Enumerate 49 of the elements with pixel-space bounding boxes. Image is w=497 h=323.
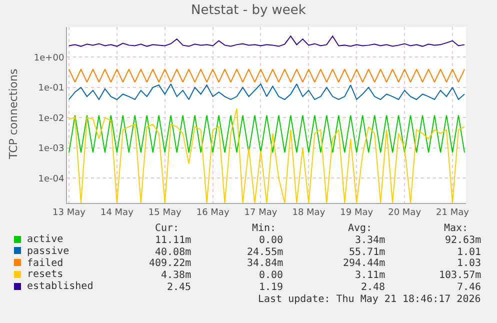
text: 294.44m bbox=[343, 258, 386, 269]
text: 2.45 bbox=[167, 282, 192, 293]
text: 3.34m bbox=[355, 235, 386, 246]
text: 0.00 bbox=[259, 235, 284, 246]
text: Max: bbox=[444, 223, 468, 234]
text: Cur: bbox=[155, 223, 180, 234]
x-tick-label: 14 May bbox=[100, 208, 134, 218]
legend-label: passive bbox=[27, 246, 70, 257]
text: 24.55m bbox=[247, 247, 284, 258]
x-tick-label: 16 May bbox=[196, 208, 230, 218]
text: 1.03 bbox=[457, 258, 482, 269]
text: 7.46 bbox=[457, 282, 482, 293]
chart-title: Netstat - by week bbox=[191, 3, 306, 18]
x-tick-label: 15 May bbox=[148, 208, 182, 218]
x-tick-label: 19 May bbox=[340, 208, 374, 218]
legend-label: failed bbox=[27, 258, 64, 269]
text: Last update: Thu May 21 18:46:17 2026 bbox=[258, 294, 481, 305]
x-tick-label: 18 May bbox=[292, 208, 326, 218]
legend-label: active bbox=[27, 234, 64, 245]
text: 4.38m bbox=[161, 270, 192, 281]
x-tick-label: 20 May bbox=[388, 208, 422, 218]
text: 409.22m bbox=[149, 258, 192, 269]
y-tick-label: 1e-04 bbox=[38, 174, 64, 184]
text: 92.63m bbox=[445, 235, 482, 246]
text: 55.71m bbox=[349, 247, 386, 258]
y-tick-label: 1e+00 bbox=[34, 53, 64, 64]
text: 1.01 bbox=[457, 247, 482, 258]
text: 1.19 bbox=[259, 282, 284, 293]
text: 0.00 bbox=[259, 270, 284, 281]
text: 34.84m bbox=[247, 258, 284, 269]
legend-label: resets bbox=[27, 269, 64, 280]
legend-label: established bbox=[27, 281, 94, 292]
y-tick-label: 1e-03 bbox=[38, 144, 64, 154]
line-series bbox=[68, 36, 465, 47]
text: 11.11m bbox=[155, 235, 192, 246]
text: 2.48 bbox=[361, 282, 386, 293]
x-tick-label: 17 May bbox=[244, 208, 278, 218]
text: Min: bbox=[252, 223, 276, 234]
line-series bbox=[68, 84, 465, 100]
line-series bbox=[68, 108, 465, 203]
y-tick-label: 1e-01 bbox=[38, 84, 64, 94]
text: Avg: bbox=[348, 223, 372, 234]
x-tick-label: 13 May bbox=[52, 208, 86, 218]
y-axis-title: TCP connections bbox=[7, 68, 20, 160]
y-tick-label: 1e-02 bbox=[38, 114, 64, 124]
text: 3.11m bbox=[355, 270, 386, 281]
x-tick-label: 21 May bbox=[436, 208, 470, 218]
text: 40.08m bbox=[155, 247, 192, 258]
text: 103.57m bbox=[439, 270, 482, 281]
